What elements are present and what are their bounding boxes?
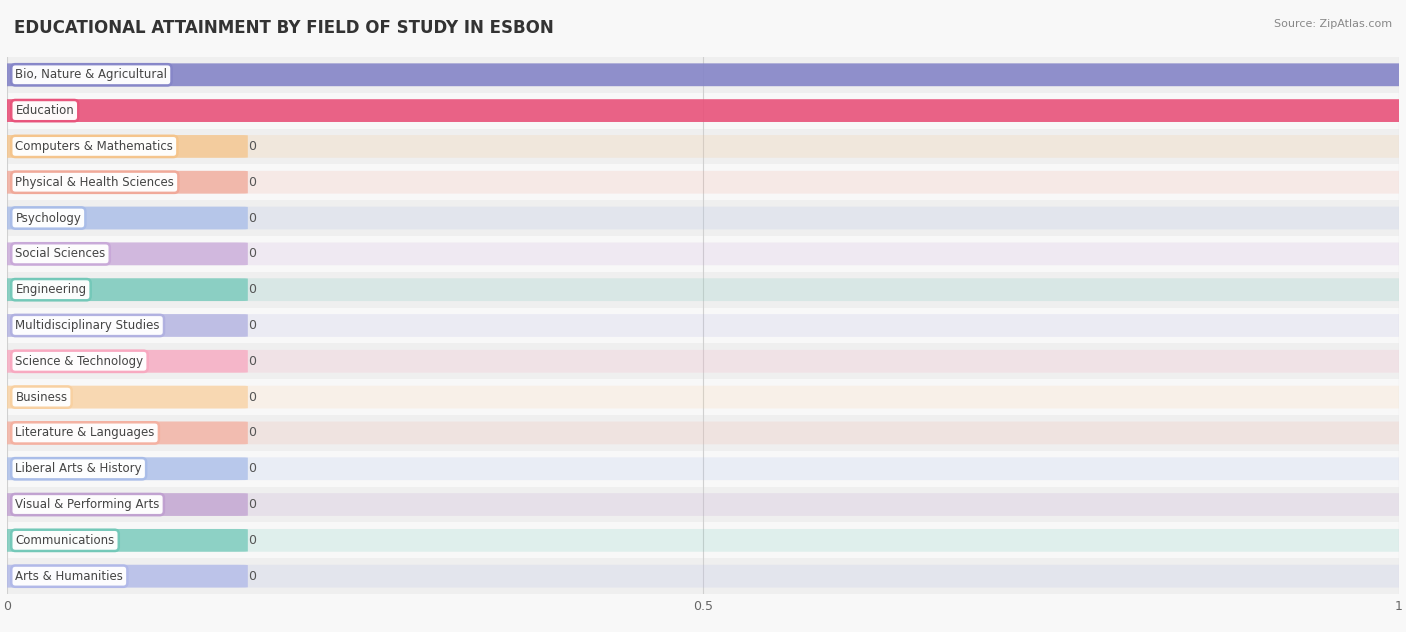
FancyBboxPatch shape bbox=[0, 565, 247, 588]
FancyBboxPatch shape bbox=[0, 565, 1406, 588]
FancyBboxPatch shape bbox=[0, 529, 247, 552]
FancyBboxPatch shape bbox=[0, 314, 1406, 337]
Bar bbox=[7, 308, 1399, 343]
FancyBboxPatch shape bbox=[0, 207, 1406, 229]
FancyBboxPatch shape bbox=[0, 135, 1406, 158]
FancyBboxPatch shape bbox=[0, 422, 1406, 444]
Text: 0: 0 bbox=[247, 140, 256, 153]
Text: 0: 0 bbox=[247, 283, 256, 296]
Text: 0: 0 bbox=[247, 391, 256, 404]
FancyBboxPatch shape bbox=[0, 493, 247, 516]
FancyBboxPatch shape bbox=[0, 63, 1406, 86]
FancyBboxPatch shape bbox=[0, 243, 1406, 265]
Text: EDUCATIONAL ATTAINMENT BY FIELD OF STUDY IN ESBON: EDUCATIONAL ATTAINMENT BY FIELD OF STUDY… bbox=[14, 19, 554, 37]
Text: 0: 0 bbox=[247, 176, 256, 189]
FancyBboxPatch shape bbox=[0, 278, 247, 301]
FancyBboxPatch shape bbox=[0, 422, 247, 444]
FancyBboxPatch shape bbox=[0, 99, 1406, 122]
Bar bbox=[7, 379, 1399, 415]
Text: 0: 0 bbox=[247, 355, 256, 368]
Text: Education: Education bbox=[15, 104, 75, 117]
Text: 0: 0 bbox=[247, 462, 256, 475]
Bar bbox=[7, 236, 1399, 272]
Bar bbox=[7, 164, 1399, 200]
FancyBboxPatch shape bbox=[0, 207, 247, 229]
Text: Visual & Performing Arts: Visual & Performing Arts bbox=[15, 498, 160, 511]
Bar bbox=[7, 128, 1399, 164]
FancyBboxPatch shape bbox=[0, 171, 1406, 193]
Bar bbox=[7, 523, 1399, 558]
Bar bbox=[7, 343, 1399, 379]
FancyBboxPatch shape bbox=[0, 529, 1406, 552]
Text: Bio, Nature & Agricultural: Bio, Nature & Agricultural bbox=[15, 68, 167, 82]
Text: 0: 0 bbox=[247, 319, 256, 332]
Text: 0: 0 bbox=[247, 247, 256, 260]
FancyBboxPatch shape bbox=[0, 386, 1406, 408]
FancyBboxPatch shape bbox=[0, 243, 247, 265]
FancyBboxPatch shape bbox=[0, 314, 247, 337]
Text: 0: 0 bbox=[247, 498, 256, 511]
FancyBboxPatch shape bbox=[0, 350, 1406, 373]
Text: Computers & Mathematics: Computers & Mathematics bbox=[15, 140, 173, 153]
FancyBboxPatch shape bbox=[0, 63, 1406, 86]
Text: Physical & Health Sciences: Physical & Health Sciences bbox=[15, 176, 174, 189]
Text: Business: Business bbox=[15, 391, 67, 404]
Bar bbox=[7, 451, 1399, 487]
Text: Science & Technology: Science & Technology bbox=[15, 355, 143, 368]
FancyBboxPatch shape bbox=[0, 171, 247, 193]
Text: 0: 0 bbox=[247, 212, 256, 224]
Text: 0: 0 bbox=[247, 569, 256, 583]
FancyBboxPatch shape bbox=[0, 458, 1406, 480]
FancyBboxPatch shape bbox=[0, 386, 247, 408]
FancyBboxPatch shape bbox=[0, 278, 1406, 301]
Text: Arts & Humanities: Arts & Humanities bbox=[15, 569, 124, 583]
Bar bbox=[7, 272, 1399, 308]
Text: Source: ZipAtlas.com: Source: ZipAtlas.com bbox=[1274, 19, 1392, 29]
Bar bbox=[7, 200, 1399, 236]
FancyBboxPatch shape bbox=[0, 458, 247, 480]
FancyBboxPatch shape bbox=[0, 493, 1406, 516]
Text: Engineering: Engineering bbox=[15, 283, 87, 296]
FancyBboxPatch shape bbox=[0, 135, 247, 158]
Bar bbox=[7, 415, 1399, 451]
Text: Multidisciplinary Studies: Multidisciplinary Studies bbox=[15, 319, 160, 332]
FancyBboxPatch shape bbox=[0, 350, 247, 373]
Text: Psychology: Psychology bbox=[15, 212, 82, 224]
Text: Communications: Communications bbox=[15, 534, 115, 547]
FancyBboxPatch shape bbox=[0, 99, 1406, 122]
Bar bbox=[7, 57, 1399, 93]
Text: Social Sciences: Social Sciences bbox=[15, 247, 105, 260]
Text: 0: 0 bbox=[247, 534, 256, 547]
Text: Literature & Languages: Literature & Languages bbox=[15, 427, 155, 439]
Text: Liberal Arts & History: Liberal Arts & History bbox=[15, 462, 142, 475]
Text: 0: 0 bbox=[247, 427, 256, 439]
Bar bbox=[7, 558, 1399, 594]
Bar bbox=[7, 93, 1399, 128]
Bar bbox=[7, 487, 1399, 523]
